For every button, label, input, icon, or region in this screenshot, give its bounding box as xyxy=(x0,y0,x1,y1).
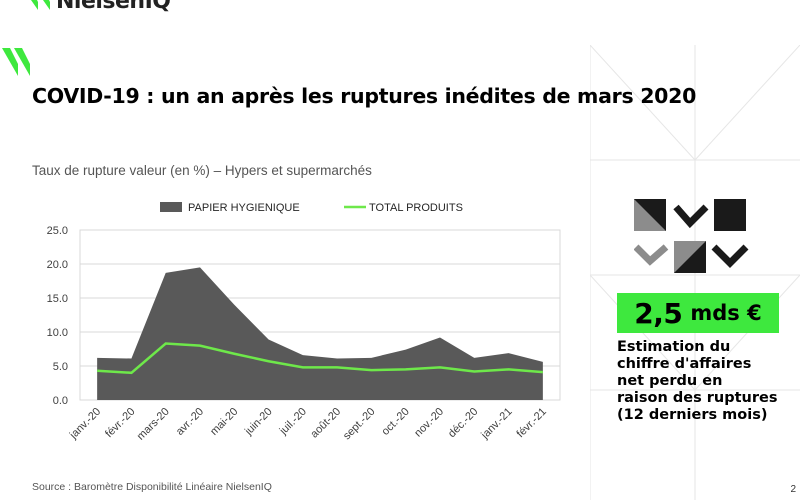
x-tick-label: avr.-20 xyxy=(174,406,206,438)
nielseniq-logo-icon xyxy=(31,0,50,10)
x-tick-label: août-20 xyxy=(308,406,343,441)
x-tick-label: nov.-20 xyxy=(412,406,446,440)
kpi-unit: mds € xyxy=(690,301,762,325)
y-tick-label: 5.0 xyxy=(53,361,68,373)
x-tick-label: janv.-20 xyxy=(67,406,103,442)
x-tick-label: juil.-20 xyxy=(277,406,309,438)
chart-plot-area xyxy=(97,267,543,400)
y-tick-label: 0.0 xyxy=(53,395,68,407)
chevron-icon-dark xyxy=(711,244,749,268)
chevron-icon-gray xyxy=(634,244,669,266)
kpi-value: 2,5 xyxy=(634,296,683,330)
y-tick-label: 10.0 xyxy=(47,327,68,339)
x-tick-label: juin-20 xyxy=(242,406,275,439)
triangle-split-icon-2 xyxy=(674,241,706,273)
kpi-description: Estimation du chiffre d'affaires net per… xyxy=(617,339,795,424)
triangle-split-icon xyxy=(634,199,666,231)
x-tick-label: déc.-20 xyxy=(446,406,480,440)
kpi-description-line: chiffre d'affaires xyxy=(617,356,752,372)
checkmark-icon xyxy=(673,204,709,229)
y-tick-label: 25.0 xyxy=(47,225,68,237)
brand-name: NielsenIQ xyxy=(56,0,171,14)
x-tick-label: oct.-20 xyxy=(380,406,412,438)
x-tick-label: sept.-20 xyxy=(341,406,378,443)
legend-label: PAPIER HYGIENIQUE xyxy=(188,202,300,214)
y-tick-label: 20.0 xyxy=(47,259,68,271)
slide-mark-icon xyxy=(2,48,30,76)
page-number: 2 xyxy=(790,484,796,495)
square-icon xyxy=(714,199,746,231)
y-axis: 0.0 5.0 10.0 15.0 20.0 25.0 xyxy=(47,225,68,407)
legend-label: TOTAL PRODUITS xyxy=(369,202,463,214)
chart-subtitle: Taux de rupture valeur (en %) – Hypers e… xyxy=(32,163,372,178)
x-tick-label: févr.-20 xyxy=(103,406,137,440)
line-series-total-produits xyxy=(97,342,543,375)
rupture-rate-chart: PAPIER HYGIENIQUE TOTAL PRODUITS 0.0 5.0 10… xyxy=(47,202,561,443)
kpi-description-line: raison des ruptures xyxy=(617,390,778,406)
x-tick-label: mars-20 xyxy=(135,406,172,443)
brand-logo: NielsenIQ xyxy=(22,0,171,14)
legend-swatch-area xyxy=(160,202,182,212)
source-note: Source : Baromètre Disponibilité Linéair… xyxy=(32,481,272,493)
chart-legend: PAPIER HYGIENIQUE TOTAL PRODUITS xyxy=(160,202,463,214)
area-series-papier-hygienique xyxy=(97,267,543,400)
x-tick-label: mai-20 xyxy=(208,406,240,438)
kpi-description-line: (12 derniers mois) xyxy=(617,407,768,423)
kpi-value-box: 2,5 mds € xyxy=(617,293,779,333)
kpi-description-line: net perdu en xyxy=(617,373,723,389)
decorative-icons xyxy=(634,199,749,273)
x-tick-label: févr.-21 xyxy=(515,406,549,440)
y-tick-label: 15.0 xyxy=(47,293,68,305)
x-tick-label: janv.-21 xyxy=(478,406,514,442)
slide-title: COVID-19 : un an après les ruptures inéd… xyxy=(32,84,697,108)
kpi-description-line: Estimation du xyxy=(617,339,731,355)
